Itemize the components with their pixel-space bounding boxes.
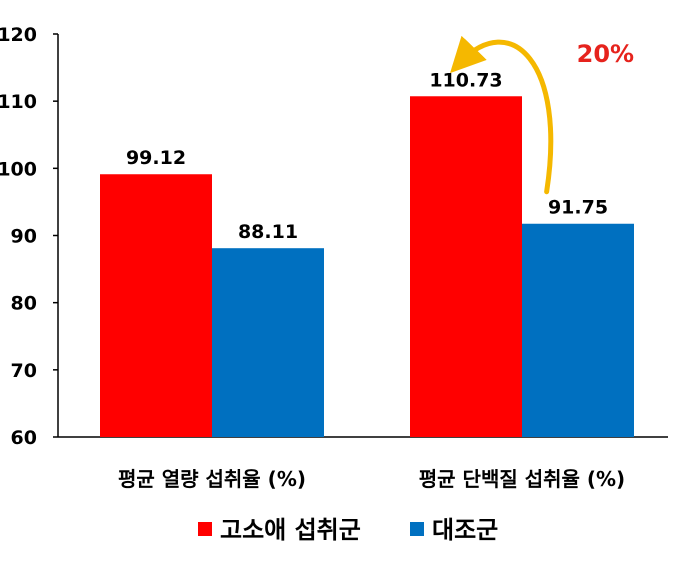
- data-label: 88.11: [238, 221, 298, 243]
- bar-series1-1: [410, 96, 522, 438]
- y-tick-label: 60: [11, 427, 37, 449]
- legend-swatch: [198, 522, 212, 536]
- bar-series2-0: [212, 248, 324, 437]
- legend-swatch: [410, 522, 424, 536]
- increase-arrow: [450, 35, 554, 195]
- y-tick-label: 80: [11, 293, 37, 315]
- bars-group: [100, 96, 634, 438]
- y-tick-label: 120: [0, 24, 37, 46]
- legend: 고소애 섭취군 대조군: [198, 516, 498, 544]
- data-label: 110.73: [429, 69, 502, 91]
- data-labels-group: 99.12 110.73 88.11 91.75: [126, 69, 608, 243]
- y-tick-label: 100: [0, 158, 37, 180]
- x-category-label: 평균 단백질 섭취율 (%): [419, 467, 625, 491]
- x-axis-labels: 평균 열량 섭취율 (%) 평균 단백질 섭취율 (%): [118, 467, 625, 491]
- annotation-group: 20%: [450, 35, 634, 195]
- data-label: 99.12: [126, 147, 186, 169]
- y-tick-label: 70: [11, 360, 37, 382]
- bar-series1-0: [100, 174, 212, 437]
- y-tick-label: 90: [11, 226, 37, 248]
- annotation-label: 20%: [577, 40, 634, 68]
- x-category-label: 평균 열량 섭취율 (%): [118, 467, 306, 491]
- y-tick-label: 110: [0, 91, 37, 113]
- legend-label: 대조군: [432, 516, 498, 544]
- bar-series2-1: [522, 223, 634, 437]
- legend-label: 고소애 섭취군: [220, 516, 361, 544]
- y-axis-ticks: 60 70 80 90 100 110 120: [0, 24, 58, 449]
- data-label: 91.75: [548, 197, 608, 219]
